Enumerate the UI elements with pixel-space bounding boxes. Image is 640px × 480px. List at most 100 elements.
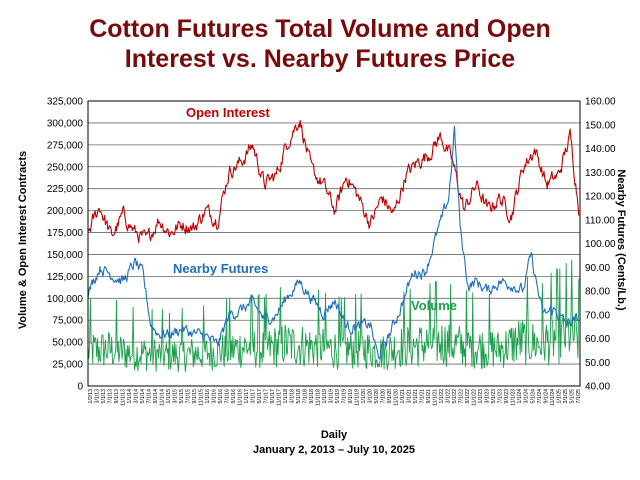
x-tick-label: 1/1/22 <box>439 389 445 404</box>
x-tick-label: 7/1/21 <box>420 389 426 404</box>
x-tick-label: 3/1/18 <box>290 389 296 404</box>
x-axis-label: Daily <box>321 429 348 441</box>
left-tick-label: 125,000 <box>47 272 84 283</box>
right-tick-label: 80.00 <box>585 287 610 298</box>
right-tick-label: 110.00 <box>585 215 615 226</box>
x-tick-label: 9/1/24 <box>543 389 549 404</box>
left-axis-ticks: 0 25,000 50,000 75,000 100,000 125,000 150,000… <box>47 97 84 393</box>
x-tick-label: 3/1/21 <box>407 389 413 404</box>
x-tick-label: 1/1/18 <box>283 389 289 404</box>
series-line-open-interest <box>87 119 580 244</box>
x-axis-date-range: January 2, 2013 – July 10, 2025 <box>253 444 415 456</box>
x-tick-label: 7/1/24 <box>537 389 543 404</box>
x-tick-label: 1/1/16 <box>205 389 211 404</box>
x-tick-label: 5/1/18 <box>296 389 302 404</box>
x-tick-label: 11/1/17 <box>276 389 282 406</box>
x-tick-label: 1/1/25 <box>556 389 562 404</box>
x-tick-label: 11/1/21 <box>433 389 439 406</box>
x-tick-label: 1/1/20 <box>361 389 367 404</box>
x-tick-label: 11/1/23 <box>511 389 517 406</box>
x-tick-label: 1/2/13 <box>88 389 94 404</box>
right-axis-ticks: 40.00 50.00 60.00 70.00 80.00 90.00 100.00 110.… <box>585 97 616 393</box>
x-tick-label: 11/1/14 <box>159 389 165 406</box>
right-tick-label: 140.00 <box>585 144 616 155</box>
x-tick-label: 11/1/15 <box>198 389 204 406</box>
x-tick-label: 5/1/20 <box>374 389 380 404</box>
right-tick-label: 40.00 <box>585 382 610 393</box>
x-tick-label: 7/1/17 <box>263 389 269 404</box>
x-tick-label: 9/1/23 <box>504 389 510 404</box>
left-tick-label: 200,000 <box>47 206 84 217</box>
x-tick-label: 1/1/23 <box>478 389 484 404</box>
x-tick-label: 5/1/13 <box>101 389 107 404</box>
x-tick-label: 5/1/23 <box>491 389 497 404</box>
x-tick-label: 7/1/25 <box>576 389 582 404</box>
y-axis-label-left: Volume & Open Interest Contracts <box>17 151 29 329</box>
left-tick-label: 0 <box>77 382 83 393</box>
x-tick-label: 7/1/18 <box>303 389 309 404</box>
x-tick-label: 5/1/19 <box>335 389 341 404</box>
x-tick-label: 9/1/17 <box>270 389 276 404</box>
x-tick-label: 9/1/22 <box>465 389 471 404</box>
x-tick-label: 1/1/14 <box>127 389 133 404</box>
x-tick-label: 5/1/21 <box>413 389 419 404</box>
x-tick-label: 9/1/20 <box>387 389 393 404</box>
y-axis-label-right: Nearby Futures (Cents/Lb.) <box>615 169 627 311</box>
x-tick-label: 7/1/19 <box>342 389 348 404</box>
x-tick-label: 9/1/21 <box>426 389 432 404</box>
x-tick-label: 11/1/22 <box>472 389 478 406</box>
x-tick-label: 3/1/17 <box>250 389 256 404</box>
left-tick-label: 150,000 <box>47 250 84 261</box>
x-tick-label: 5/1/15 <box>179 389 185 404</box>
x-tick-label: 9/1/15 <box>192 389 198 404</box>
left-tick-label: 300,000 <box>47 118 84 129</box>
x-tick-label: 9/1/18 <box>309 389 315 404</box>
x-tick-label: 9/1/13 <box>114 389 120 404</box>
x-tick-label: 11/1/18 <box>316 389 322 406</box>
left-tick-label: 325,000 <box>47 97 84 108</box>
right-tick-label: 150.00 <box>585 120 616 131</box>
x-tick-label: 3/1/13 <box>94 389 100 404</box>
x-tick-label: 7/1/14 <box>146 389 152 404</box>
x-tick-label: 5/1/17 <box>257 389 263 404</box>
x-tick-label: 7/1/20 <box>381 389 387 404</box>
x-tick-label: 3/1/22 <box>446 389 452 404</box>
x-tick-label: 3/1/25 <box>563 389 569 404</box>
x-tick-label: 9/1/19 <box>348 389 354 404</box>
x-tick-label: 11/1/19 <box>355 389 361 406</box>
chart-title-line-2: Interest vs. Nearby Futures Price <box>124 45 516 73</box>
left-tick-label: 50,000 <box>52 338 83 349</box>
right-tick-label: 70.00 <box>585 310 610 321</box>
x-tick-label: 9/1/16 <box>231 389 237 404</box>
x-tick-label: 1/1/17 <box>244 389 250 404</box>
right-tick-label: 120.00 <box>585 192 616 203</box>
left-tick-label: 175,000 <box>47 228 84 239</box>
right-tick-label: 160.00 <box>585 97 616 108</box>
x-tick-label: 7/1/23 <box>498 389 504 404</box>
right-tick-label: 50.00 <box>585 358 610 369</box>
left-tick-label: 225,000 <box>47 184 84 195</box>
left-tick-label: 250,000 <box>47 162 84 173</box>
x-tick-label: 3/1/24 <box>524 389 530 404</box>
x-tick-label: 3/1/15 <box>172 389 178 404</box>
x-tick-label: 5/1/25 <box>569 389 575 404</box>
series-line-volume <box>87 259 580 373</box>
x-tick-label: 1/1/19 <box>322 389 328 404</box>
left-tick-label: 275,000 <box>47 140 84 151</box>
plot-area-frame <box>87 100 581 387</box>
x-tick-label: 5/1/14 <box>140 389 146 404</box>
x-tick-label: 3/1/14 <box>133 389 139 404</box>
x-axis-ticks: 1/2/13 3/1/13 5/1/13 7/1/13 9/1/13 11/1/13 1/1… <box>88 389 582 406</box>
x-tick-label: 1/1/24 <box>517 389 523 404</box>
x-tick-label: 3/1/19 <box>329 389 335 404</box>
x-tick-label: 5/1/16 <box>218 389 224 404</box>
x-tick-label: 11/1/16 <box>237 389 243 406</box>
left-tick-label: 100,000 <box>47 294 84 305</box>
x-tick-label: 11/1/24 <box>550 389 556 406</box>
x-tick-label: 9/1/14 <box>153 389 159 404</box>
series-label-volume: Volume <box>411 298 457 313</box>
right-tick-label: 130.00 <box>585 168 616 179</box>
right-tick-label: 100.00 <box>585 239 616 250</box>
series-label-open-interest: Open Interest <box>186 105 270 120</box>
